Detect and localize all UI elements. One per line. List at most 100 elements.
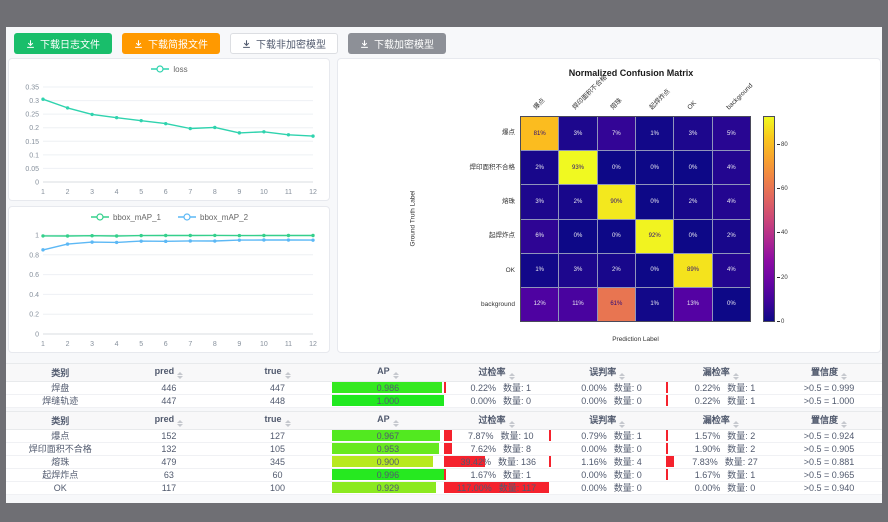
column-header-3[interactable]: AP xyxy=(331,412,444,430)
sort-icon[interactable] xyxy=(392,371,399,379)
matrix-cell: 6% xyxy=(521,219,559,253)
cell-over-rate: 7.62% 数量: 8 xyxy=(443,442,550,456)
cell-pred: 132 xyxy=(114,442,224,456)
download-encrypted-model-button[interactable]: 下载加密模型 xyxy=(348,33,446,54)
colorbar-tick: 80 xyxy=(777,142,788,148)
matrix-cell: 0% xyxy=(712,287,750,321)
column-header-1[interactable]: pred xyxy=(114,412,224,430)
table-row: 爆点 152 127 0.967 7.87% 数量: 10 0.79% 数量: 1 1.57% 数… xyxy=(6,429,882,443)
column-header-7[interactable]: 置信度 xyxy=(775,412,882,430)
colorbar-tick: 60 xyxy=(777,186,788,192)
svg-text:12: 12 xyxy=(309,341,317,348)
svg-text:0.2: 0.2 xyxy=(29,312,39,319)
legend-item-bbox_mAP_2[interactable]: bbox_mAP_2 xyxy=(177,212,248,222)
sort-icon[interactable] xyxy=(392,419,399,427)
toolbar: 下载日志文件 下载简报文件 下载非加密模型 下载加密模型 xyxy=(14,33,446,54)
chart-legend: bbox_mAP_1 bbox_mAP_2 xyxy=(9,212,329,222)
svg-text:3: 3 xyxy=(90,341,94,348)
column-header-4[interactable]: 过检率 xyxy=(443,412,550,430)
cell-true: 127 xyxy=(223,429,332,443)
svg-text:0.15: 0.15 xyxy=(25,139,39,146)
svg-text:0.2: 0.2 xyxy=(29,125,39,132)
matrix-cell: 7% xyxy=(597,117,635,151)
matrix-row-label: OK xyxy=(505,266,515,274)
matrix-cell: 4% xyxy=(712,185,750,219)
cell-class: 焊印面积不合格 xyxy=(6,442,115,456)
sort-icon[interactable] xyxy=(284,371,291,379)
svg-text:0.25: 0.25 xyxy=(25,112,39,119)
button-label: 下载非加密模型 xyxy=(256,40,326,51)
content-panel: 下载日志文件 下载简报文件 下载非加密模型 下载加密模型 loss 0 0.05 0.… xyxy=(6,27,882,503)
cell-misjudge-rate: 0.00% 数量: 0 xyxy=(549,381,666,395)
column-header-6[interactable]: 漏检率 xyxy=(665,412,776,430)
matrix-cell: 0% xyxy=(635,151,674,185)
sort-icon[interactable] xyxy=(619,372,626,380)
svg-text:5: 5 xyxy=(139,341,143,348)
matrix-cell: 61% xyxy=(597,287,635,321)
sort-icon[interactable] xyxy=(619,420,626,428)
bbox-map-chart-card: bbox_mAP_1 bbox_mAP_2 0 0.2 0.4 0.6 0.8 1 1 2 3 4 5 6… xyxy=(8,206,330,353)
cell-true: 60 xyxy=(223,468,332,482)
column-header-6[interactable]: 漏检率 xyxy=(665,364,776,382)
column-header-7[interactable]: 置信度 xyxy=(775,364,882,382)
column-header-0: 类别 xyxy=(6,412,115,430)
confusion-matrix-card: Normalized Confusion Matrix 81% 3% 7% 1% 3% 5%… xyxy=(337,58,881,353)
matrix-row-label: 焊印面积不合格 xyxy=(469,163,516,171)
svg-text:0: 0 xyxy=(35,332,39,339)
matrix-cell: 1% xyxy=(635,287,674,321)
cell-miss-rate: 1.67% 数量: 1 xyxy=(665,468,776,482)
column-header-5[interactable]: 误判率 xyxy=(549,412,666,430)
sort-icon[interactable] xyxy=(508,372,515,380)
legend-item-loss[interactable]: loss xyxy=(150,64,188,74)
download-log-button[interactable]: 下载日志文件 xyxy=(14,33,112,54)
sort-icon[interactable] xyxy=(284,419,291,427)
svg-text:2: 2 xyxy=(66,189,70,196)
download-plain-model-button[interactable]: 下载非加密模型 xyxy=(230,33,338,54)
matrix-col-label: background xyxy=(725,82,755,112)
matrix-x-axis-label: Prediction Label xyxy=(612,336,659,343)
sort-icon[interactable] xyxy=(840,420,847,428)
sort-icon[interactable] xyxy=(840,372,847,380)
cell-true: 105 xyxy=(223,442,332,456)
column-header-5[interactable]: 误判率 xyxy=(549,364,666,382)
svg-text:10: 10 xyxy=(260,189,268,196)
cell-ap: 0.996 xyxy=(331,468,444,482)
svg-text:0.1: 0.1 xyxy=(29,152,39,159)
download-icon xyxy=(134,39,143,49)
download-report-button[interactable]: 下载简报文件 xyxy=(122,33,220,54)
column-header-2[interactable]: true xyxy=(223,412,332,430)
matrix-cell: 4% xyxy=(712,151,750,185)
matrix-cell: 0% xyxy=(597,219,635,253)
column-header-3[interactable]: AP xyxy=(331,364,444,382)
svg-text:8: 8 xyxy=(213,189,217,196)
cell-confidence: >0.5 = 0.924 xyxy=(775,429,882,443)
svg-text:9: 9 xyxy=(237,189,241,196)
sort-icon[interactable] xyxy=(508,420,515,428)
loss-chart-card: loss 0 0.05 0.1 0.15 0.2 0.25 0.3 0.35 1 2 3 4 5 6 7 8 9 1… xyxy=(8,58,330,201)
sort-icon[interactable] xyxy=(732,420,739,428)
column-header-2[interactable]: true xyxy=(223,364,332,382)
sort-icon[interactable] xyxy=(177,371,184,379)
svg-text:6: 6 xyxy=(164,189,168,196)
svg-text:1: 1 xyxy=(35,233,39,240)
matrix-cell: 81% xyxy=(521,117,559,151)
matrix-cell: 1% xyxy=(521,253,559,287)
cell-confidence: >0.5 = 0.999 xyxy=(775,381,882,395)
cell-pred: 117 xyxy=(114,481,224,495)
sort-icon[interactable] xyxy=(177,419,184,427)
svg-text:2: 2 xyxy=(66,341,70,348)
legend-item-bbox_mAP_1[interactable]: bbox_mAP_1 xyxy=(90,212,161,222)
svg-text:7: 7 xyxy=(188,189,192,196)
cell-ap: 0.900 xyxy=(331,455,444,469)
matrix-cell: 1% xyxy=(635,117,674,151)
cell-over-rate: 39.42% 数量: 136 xyxy=(443,455,550,469)
sort-icon[interactable] xyxy=(732,372,739,380)
matrix-cell: 90% xyxy=(597,185,635,219)
svg-text:0.6: 0.6 xyxy=(29,272,39,279)
column-header-4[interactable]: 过检率 xyxy=(443,364,550,382)
matrix-row-label: 起焊炸点 xyxy=(489,232,515,240)
cell-class: 熔珠 xyxy=(6,455,115,469)
table-row: 起焊炸点 63 60 0.996 1.67% 数量: 1 0.00% 数量: 0 1.67% 数量… xyxy=(6,468,882,482)
column-header-1[interactable]: pred xyxy=(114,364,224,382)
welding-summary-table: 类别 pred true AP 过检率 误判率 漏检率 置信度 焊盘 446 447 0.986 0.2… xyxy=(6,363,882,408)
